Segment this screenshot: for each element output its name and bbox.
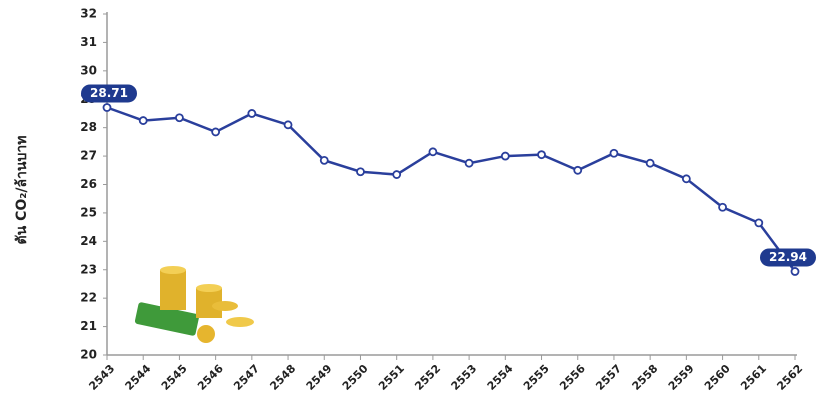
- y-tick-label: 21: [80, 319, 97, 333]
- point: [356, 167, 365, 177]
- point: [319, 155, 329, 165]
- x-tick-label: 2561: [738, 362, 769, 393]
- x-tick-label: 2545: [159, 362, 190, 393]
- value-label: 22.94: [769, 250, 807, 264]
- x-tick-label: 2550: [340, 362, 371, 393]
- x-tick-label: 2546: [195, 362, 226, 393]
- point: [392, 170, 402, 179]
- point: [537, 150, 546, 160]
- point: [718, 202, 727, 212]
- y-tick-label: 28: [80, 120, 97, 134]
- line: [106, 106, 797, 273]
- point: [609, 148, 619, 158]
- point: [790, 267, 800, 276]
- y-tick-label: 22: [80, 291, 97, 305]
- value-label: 28.71: [90, 86, 128, 100]
- point: [754, 218, 764, 228]
- point: [573, 165, 583, 175]
- x-tick-label: 2558: [630, 362, 661, 393]
- y-tick-label: 24: [80, 234, 97, 248]
- x-tick-label: 2544: [123, 362, 154, 393]
- y-tick-label: 26: [80, 177, 97, 191]
- x-tick-label: 2548: [267, 362, 298, 393]
- y-tick-label: 27: [80, 149, 97, 163]
- value-label-box: [81, 84, 137, 103]
- point: [211, 127, 221, 137]
- x-tick-label: 2554: [485, 362, 516, 393]
- coins-illustration: [134, 266, 254, 343]
- x-tick-label: 2543: [86, 362, 117, 393]
- point: [283, 120, 293, 130]
- x-tick-label: 2552: [412, 362, 443, 393]
- y-tick-label: 31: [80, 35, 97, 49]
- x-tick-label: 2559: [666, 362, 697, 393]
- point: [645, 158, 655, 168]
- x-tick-label: 2549: [304, 362, 335, 393]
- point: [247, 109, 257, 118]
- x-tick-label: 2557: [593, 362, 624, 393]
- x-tick-label: 2562: [774, 362, 805, 393]
- point: [102, 103, 112, 112]
- x-tick-label: 2547: [231, 362, 262, 393]
- x-tick-label: 2560: [702, 362, 733, 393]
- point: [464, 158, 474, 168]
- point: [175, 113, 184, 123]
- y-tick-label: 32: [80, 7, 97, 21]
- y-tick-label: 20: [80, 348, 97, 362]
- x-tick-label: 2555: [521, 362, 552, 393]
- value-label-box: [760, 248, 816, 267]
- x-tick-label: 2556: [557, 362, 588, 393]
- x-tick-label: 2553: [449, 362, 480, 393]
- y-tick-label: 25: [80, 205, 97, 219]
- y-axis-label: ตัน CO₂/ล้านบาท: [14, 136, 30, 245]
- y-tick-label: 30: [80, 63, 97, 77]
- point: [428, 147, 438, 157]
- y-tick-label: 23: [80, 262, 97, 276]
- point: [500, 151, 510, 161]
- x-tick-label: 2551: [376, 362, 407, 393]
- point: [138, 116, 148, 125]
- point: [681, 174, 691, 184]
